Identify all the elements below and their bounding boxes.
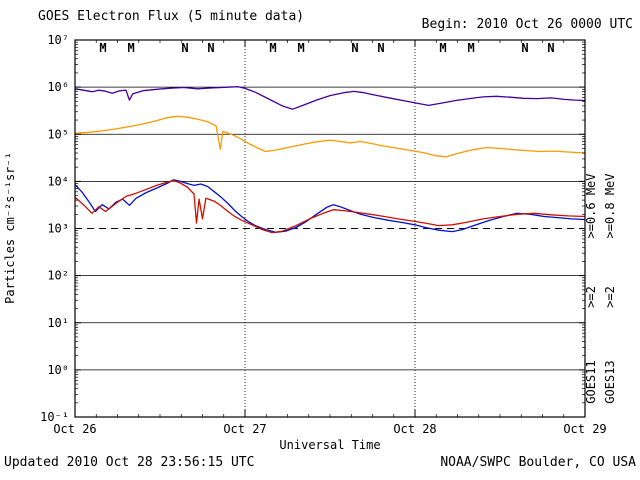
marker-letter: M bbox=[269, 41, 276, 55]
marker-letter: M bbox=[99, 41, 106, 55]
y-tick-label: 10⁰ bbox=[47, 363, 69, 377]
y-tick-label: 10⁶ bbox=[47, 80, 69, 94]
marker-letter: N bbox=[207, 41, 214, 55]
legend-channel-label: >=2 bbox=[584, 286, 598, 308]
x-axis-label: Universal Time bbox=[279, 438, 380, 452]
marker-letter: M bbox=[439, 41, 446, 55]
legend-satellite-label: GOES11 bbox=[584, 360, 598, 403]
y-tick-label: 10⁵ bbox=[47, 127, 69, 141]
legend-satellite-label: GOES13 bbox=[603, 360, 617, 403]
marker-letter: M bbox=[127, 41, 134, 55]
updated-label: Updated 2010 Oct 28 23:56:15 UTC bbox=[4, 455, 254, 470]
plot-body: M M N N M M N N M M N N 10⁷ 10⁶ 10⁵ 10⁴ 10³ 10² 10¹ 10⁰ 10⁻¹… bbox=[40, 33, 617, 436]
legend-channel-label: >=0.8 MeV bbox=[603, 173, 617, 238]
x-tick-label: Oct 26 bbox=[53, 422, 96, 436]
marker-letter: N bbox=[351, 41, 358, 55]
chart-title: GOES Electron Flux (5 minute data) bbox=[38, 9, 304, 24]
y-tick-label: 10¹ bbox=[47, 316, 69, 330]
series-line bbox=[74, 179, 586, 233]
y-tick-label: 10² bbox=[47, 269, 69, 283]
marker-letter: N bbox=[521, 41, 528, 55]
legend-channel-label: >=2 bbox=[603, 286, 617, 308]
series-line bbox=[74, 179, 586, 234]
marker-letter: N bbox=[377, 41, 384, 55]
y-tick-label: 10³ bbox=[47, 222, 69, 236]
y-tick-label: 10⁷ bbox=[47, 33, 69, 47]
marker-letter: M bbox=[467, 41, 474, 55]
y-tick-label: 10⁻¹ bbox=[40, 410, 69, 424]
series-line bbox=[74, 115, 586, 158]
x-tick-label: Oct 27 bbox=[223, 422, 266, 436]
x-tick-label: Oct 28 bbox=[393, 422, 436, 436]
y-axis-label: Particles cm⁻²s⁻¹sr⁻¹ bbox=[3, 152, 17, 304]
marker-letter: N bbox=[181, 41, 188, 55]
series-line bbox=[74, 86, 586, 110]
credit-label: NOAA/SWPC Boulder, CO USA bbox=[440, 455, 636, 470]
y-tick-label: 10⁴ bbox=[47, 174, 69, 188]
marker-letter: N bbox=[547, 41, 554, 55]
begin-label: Begin: 2010 Oct 26 0000 UTC bbox=[422, 17, 633, 32]
x-tick-label: Oct 29 bbox=[563, 422, 606, 436]
marker-letter: M bbox=[297, 41, 304, 55]
legend-channel-label: >=0.6 MeV bbox=[584, 173, 598, 238]
